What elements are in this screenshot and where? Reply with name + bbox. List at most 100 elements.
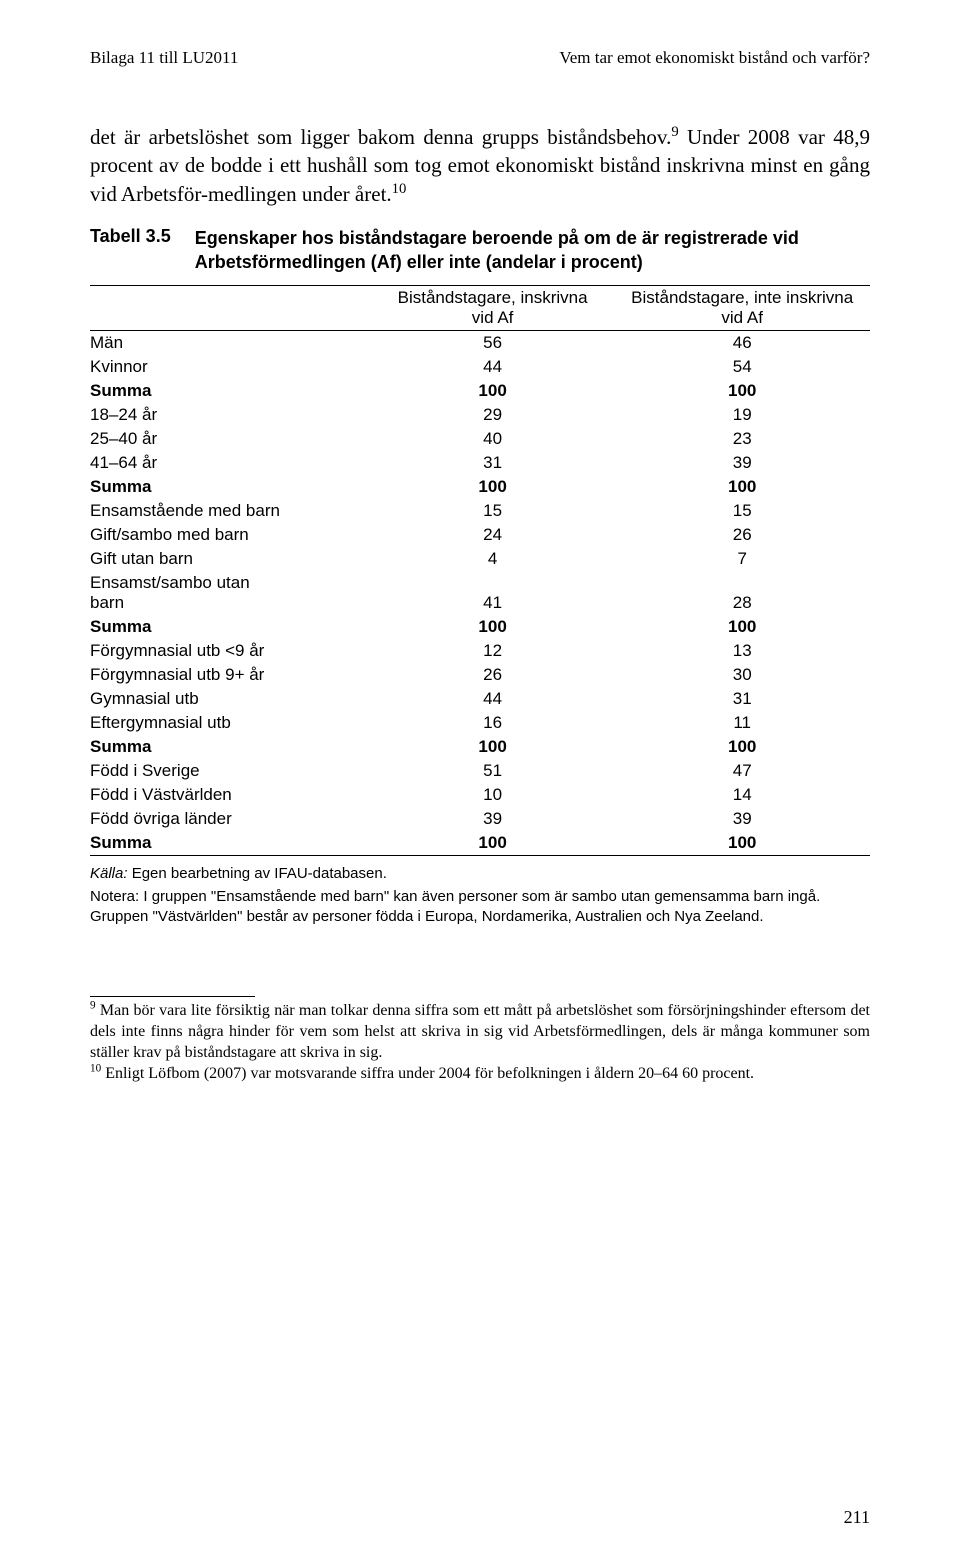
para1-part-a: det är arbetslöshet som ligger bakom den… <box>90 125 671 149</box>
row-label: Summa <box>90 475 371 499</box>
table-header-row: Biståndstagare, inskrivna vid Af Bistånd… <box>90 285 870 330</box>
row-value-col2: 40 <box>371 427 621 451</box>
table-label: Tabell 3.5 <box>90 226 171 275</box>
row-value-col3: 54 <box>620 355 870 379</box>
table-caption: Egenskaper hos biståndstagare beroende p… <box>195 226 870 275</box>
header-right: Vem tar emot ekonomiskt bistånd och varf… <box>559 48 870 68</box>
row-label: Summa <box>90 831 371 856</box>
table-source-note: Källa: Egen bearbetning av IFAU-database… <box>90 864 870 884</box>
table-row: Summa100100 <box>90 735 870 759</box>
table-row: Förgymnasial utb 9+ år2630 <box>90 663 870 687</box>
row-value-col2: 10 <box>371 783 621 807</box>
row-value-col3: 7 <box>620 547 870 571</box>
table-heading-block: Tabell 3.5 Egenskaper hos biståndstagare… <box>90 226 870 275</box>
footnotes: 9 Man bör vara lite försiktig när man to… <box>90 1001 870 1084</box>
table-row: 25–40 år4023 <box>90 427 870 451</box>
note-source-label: Källa: <box>90 865 128 882</box>
page-number: 211 <box>844 1507 870 1528</box>
running-header: Bilaga 11 till LU2011 Vem tar emot ekono… <box>90 48 870 68</box>
row-value-col3: 100 <box>620 615 870 639</box>
row-value-col2: 100 <box>371 379 621 403</box>
row-label: Född övriga länder <box>90 807 371 831</box>
table-row: Född övriga länder3939 <box>90 807 870 831</box>
table-row: Summa100100 <box>90 615 870 639</box>
row-value-col2: 44 <box>371 687 621 711</box>
table-row: Gift/sambo med barn2426 <box>90 523 870 547</box>
footnote-ref-9: 9 <box>671 124 678 140</box>
footnote-10-num: 10 <box>90 1062 101 1074</box>
note-notera-text: I gruppen "Ensamstående med barn" kan äv… <box>90 888 820 925</box>
row-value-col2: 56 <box>371 330 621 355</box>
table-row: Född i Sverige5147 <box>90 759 870 783</box>
row-label: Kvinnor <box>90 355 371 379</box>
row-value-col3: 100 <box>620 831 870 856</box>
row-value-col2: 12 <box>371 639 621 663</box>
table-row: Ensamst/sambo utanbarn4128 <box>90 571 870 615</box>
row-value-col3: 23 <box>620 427 870 451</box>
row-label: Gift utan barn <box>90 547 371 571</box>
note-notera-label: Notera: <box>90 888 139 905</box>
row-label: Förgymnasial utb 9+ år <box>90 663 371 687</box>
row-label: Eftergymnasial utb <box>90 711 371 735</box>
header-col3-line1: Biståndstagare, inte inskrivna <box>631 288 853 307</box>
header-left: Bilaga 11 till LU2011 <box>90 48 238 68</box>
table-notes: Källa: Egen bearbetning av IFAU-database… <box>90 864 870 927</box>
page: Bilaga 11 till LU2011 Vem tar emot ekono… <box>0 0 960 1554</box>
row-label: 41–64 år <box>90 451 371 475</box>
row-value-col3: 100 <box>620 735 870 759</box>
table-row: Kvinnor4454 <box>90 355 870 379</box>
footnote-separator <box>90 996 255 997</box>
row-label: Summa <box>90 735 371 759</box>
table-header-empty <box>90 285 371 330</box>
footnote-ref-10: 10 <box>392 181 407 197</box>
row-value-col2: 100 <box>371 475 621 499</box>
row-value-col2: 51 <box>371 759 621 783</box>
row-value-col3: 30 <box>620 663 870 687</box>
header-col2-line1: Biståndstagare, inskrivna <box>398 288 588 307</box>
row-value-col3: 100 <box>620 379 870 403</box>
row-label: Född i Sverige <box>90 759 371 783</box>
row-value-col2: 100 <box>371 615 621 639</box>
table-row: 18–24 år2919 <box>90 403 870 427</box>
table-row: Summa100100 <box>90 831 870 856</box>
row-label: Född i Västvärlden <box>90 783 371 807</box>
table-row: Ensamstående med barn1515 <box>90 499 870 523</box>
row-value-col3: 39 <box>620 451 870 475</box>
row-value-col2: 16 <box>371 711 621 735</box>
row-value-col3: 19 <box>620 403 870 427</box>
row-value-col2: 15 <box>371 499 621 523</box>
row-value-col2: 31 <box>371 451 621 475</box>
table-row: Eftergymnasial utb1611 <box>90 711 870 735</box>
table-row: Förgymnasial utb <9 år1213 <box>90 639 870 663</box>
table-row: 41–64 år3139 <box>90 451 870 475</box>
row-label: Förgymnasial utb <9 år <box>90 639 371 663</box>
row-value-col3: 28 <box>620 571 870 615</box>
row-label: 18–24 år <box>90 403 371 427</box>
footnote-10-text: Enligt Löfbom (2007) var motsvarande sif… <box>101 1065 754 1082</box>
row-value-col2: 100 <box>371 735 621 759</box>
table-header-col3: Biståndstagare, inte inskrivna vid Af <box>620 285 870 330</box>
row-value-col3: 46 <box>620 330 870 355</box>
table-row: Född i Västvärlden1014 <box>90 783 870 807</box>
row-label: 25–40 år <box>90 427 371 451</box>
table-row: Summa100100 <box>90 379 870 403</box>
row-value-col3: 14 <box>620 783 870 807</box>
table-header-col2: Biståndstagare, inskrivna vid Af <box>371 285 621 330</box>
table-notera-note: Notera: I gruppen "Ensamstående med barn… <box>90 887 870 926</box>
row-label: Ensamst/sambo utanbarn <box>90 571 371 615</box>
table-row: Gift utan barn47 <box>90 547 870 571</box>
header-col3-line2: vid Af <box>721 308 763 327</box>
row-value-col3: 47 <box>620 759 870 783</box>
row-value-col2: 4 <box>371 547 621 571</box>
row-value-col2: 44 <box>371 355 621 379</box>
row-label: Summa <box>90 615 371 639</box>
row-value-col2: 39 <box>371 807 621 831</box>
row-value-col3: 13 <box>620 639 870 663</box>
row-value-col3: 11 <box>620 711 870 735</box>
body-paragraph: det är arbetslöshet som ligger bakom den… <box>90 123 870 208</box>
row-label: Gift/sambo med barn <box>90 523 371 547</box>
row-value-col2: 24 <box>371 523 621 547</box>
data-table: Biståndstagare, inskrivna vid Af Bistånd… <box>90 285 870 856</box>
row-value-col3: 100 <box>620 475 870 499</box>
row-value-col2: 41 <box>371 571 621 615</box>
